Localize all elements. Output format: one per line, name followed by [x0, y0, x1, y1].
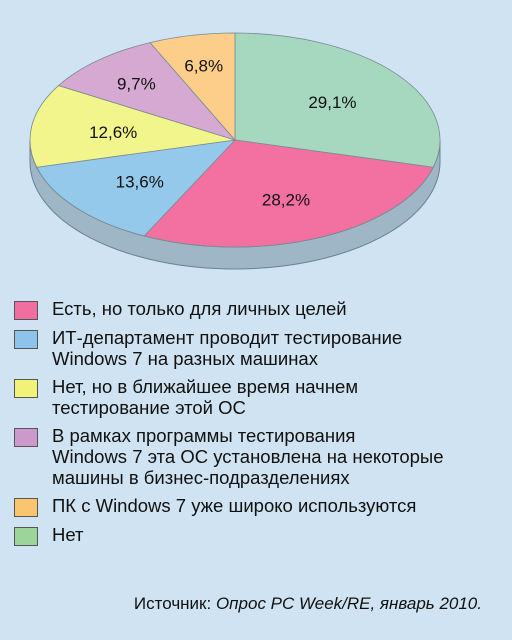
legend-swatch — [14, 330, 38, 349]
pie-slice — [234, 32, 441, 168]
legend-item: Есть, но только для личных целей — [14, 298, 504, 320]
slice-value-label: 29,1% — [308, 93, 356, 112]
slice-value-label: 9,7% — [117, 75, 156, 94]
pie-slice — [29, 85, 236, 168]
pie-slice — [149, 32, 236, 142]
legend-swatch — [14, 527, 38, 546]
legend-label: В рамках программы тестирования Windows … — [52, 425, 444, 488]
pie-slice — [57, 42, 237, 141]
legend-item: ПК с Windows 7 уже широко используются — [14, 495, 504, 517]
source-text: Опрос PC Week/RE, январь 2010. — [215, 594, 482, 613]
legend-swatch — [14, 301, 38, 320]
legend-swatch — [14, 498, 38, 517]
legend-item: Нет, но в ближайшее время начнем тестиро… — [14, 376, 504, 418]
slice-value-label: 12,6% — [89, 123, 137, 142]
legend-item: Нет — [14, 524, 504, 546]
source-note: Источник: Опрос PC Week/RE, январь 2010. — [134, 594, 482, 614]
slice-value-label: 13,6% — [116, 173, 164, 192]
legend-label: ПК с Windows 7 уже широко используются — [52, 495, 417, 516]
legend-label: Есть, но только для личных целей — [52, 298, 347, 319]
legend-swatch — [14, 379, 38, 398]
legend: Есть, но только для личных целей ИТ-депар… — [14, 298, 504, 553]
pie-chart: 29,1% 28,2% 13,6% 12,6% 9,7% 6,8% — [29, 32, 441, 270]
legend-item: В рамках программы тестирования Windows … — [14, 425, 504, 488]
slice-value-label: 28,2% — [262, 190, 310, 209]
legend-label: ИТ-департамент проводит тестирование Win… — [52, 327, 403, 369]
source-prefix: Источник: — [133, 594, 216, 613]
pie-slice — [143, 139, 434, 248]
legend-swatch — [14, 428, 38, 447]
pie-slice — [36, 139, 237, 237]
legend-label: Нет, но в ближайшее время начнем тестиро… — [52, 376, 359, 418]
slice-value-label: 6,8% — [184, 57, 223, 76]
legend-item: ИТ-департамент проводит тестирование Win… — [14, 327, 504, 369]
legend-label: Нет — [52, 524, 84, 545]
